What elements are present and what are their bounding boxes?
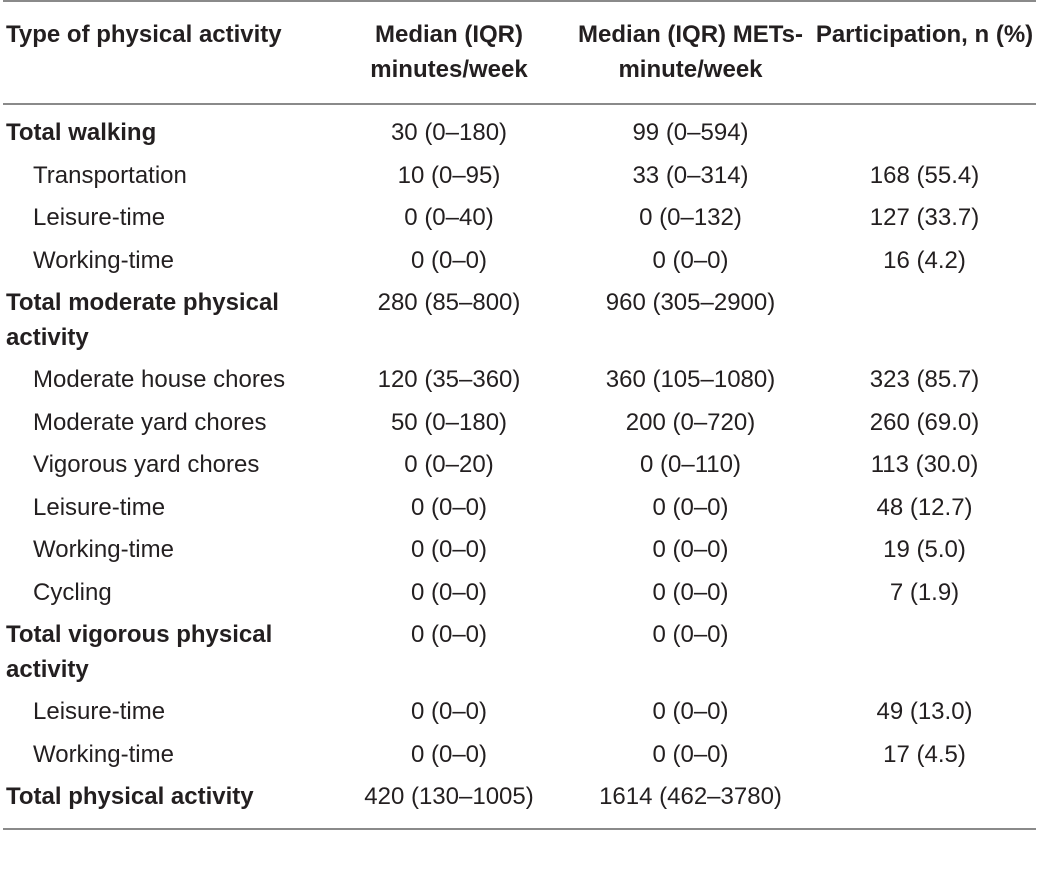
table-header: Type of physical activity Median (IQR) m…: [3, 1, 1036, 104]
row-label: Vigorous yard chores: [33, 451, 260, 478]
participation-cell: 19 (5.0): [883, 536, 966, 563]
row-label: Transportation: [33, 161, 187, 189]
mets-minute-per-week-cell: 0 (0–0): [652, 698, 729, 725]
mets-minute-per-week-cell: 0 (0–132): [639, 204, 742, 231]
table-row: Working-time 0 (0–0) 0 (0–0) 17 (4.5): [3, 734, 1036, 777]
table-row: Moderate yard chores 50 (0–180) 200 (0–720…: [3, 402, 1036, 445]
table-row: Vigorous yard chores 0 (0–20) 0 (0–110) 113…: [3, 444, 1036, 487]
participation-cell: 16 (4.2): [883, 246, 966, 274]
table-row: Working-time 0 (0–0) 0 (0–0) 16 (4.2): [3, 240, 1036, 283]
minutes-per-week-cell: 30 (0–180): [390, 119, 508, 146]
minutes-per-week-cell: 420 (130–1005): [364, 783, 534, 810]
mets-minute-per-week-cell: 33 (0–314): [632, 161, 749, 189]
mets-minute-per-week-cell: 0 (0–0): [652, 740, 729, 768]
header-type-of-activity: Type of physical activity: [6, 21, 282, 48]
row-label: Leisure-time: [33, 698, 166, 725]
table-row: Moderate house chores 120 (35–360) 360 (10…: [3, 359, 1036, 402]
header-minutes-per-week: Median (IQR) minutes/week: [370, 21, 528, 83]
table-row: Working-time 0 (0–0) 0 (0–0) 19 (5.0): [3, 529, 1036, 572]
row-label: Working-time: [33, 536, 174, 563]
participation-cell: 260 (69.0): [869, 408, 980, 436]
header-row: Type of physical activity Median (IQR) m…: [3, 1, 1036, 104]
row-label: Working-time: [33, 246, 174, 274]
row-label: Moderate house chores: [33, 366, 286, 393]
table-row: Leisure-time 0 (0–0) 0 (0–0) 48 (12.7): [3, 487, 1036, 530]
participation-cell: 7 (1.9): [889, 578, 960, 606]
table-row: Leisure-time 0 (0–40) 0 (0–132) 127 (33.7): [3, 197, 1036, 240]
mets-minute-per-week-cell: 0 (0–110): [640, 451, 741, 478]
table-group-row: Total walking 30 (0–180) 99 (0–594): [3, 104, 1036, 155]
minutes-per-week-cell: 10 (0–95): [397, 161, 501, 189]
row-label: Leisure-time: [33, 204, 166, 231]
row-label: Leisure-time: [33, 493, 166, 521]
participation-cell: [813, 282, 1036, 359]
minutes-per-week-cell: 50 (0–180): [390, 408, 508, 436]
participation-cell: 127 (33.7): [869, 204, 980, 231]
participation-cell: [813, 104, 1036, 155]
table-group-row: Total physical activity 420 (130–1005) 161…: [3, 776, 1036, 829]
minutes-per-week-cell: 0 (0–20): [404, 451, 494, 478]
row-label: Total walking: [6, 119, 157, 146]
minutes-per-week-cell: 120 (35–360): [377, 366, 521, 393]
participation-cell: 17 (4.5): [883, 740, 966, 768]
header-mets-minute-per-week: Median (IQR) METs-minute/week: [578, 21, 803, 83]
mets-minute-per-week-cell: 0 (0–0): [652, 493, 729, 521]
header-participation: Participation, n (%): [815, 21, 1034, 48]
minutes-per-week-cell: 0 (0–0): [410, 698, 488, 725]
row-label: Total physical activity: [6, 783, 254, 810]
minutes-per-week-cell: 0 (0–0): [410, 536, 488, 563]
participation-cell: 49 (13.0): [876, 698, 973, 725]
minutes-per-week-cell: 0 (0–40): [404, 204, 494, 231]
table-group-row: Total moderate physical activity 280 (85–…: [3, 282, 1036, 359]
participation-cell: [813, 614, 1036, 691]
row-label: Moderate yard chores: [33, 408, 267, 436]
table-row: Leisure-time 0 (0–0) 0 (0–0) 49 (13.0): [3, 691, 1036, 734]
mets-minute-per-week-cell: 360 (105–1080): [605, 366, 776, 393]
minutes-per-week-cell: 0 (0–0): [410, 493, 488, 521]
physical-activity-table-container: Type of physical activity Median (IQR) m…: [3, 0, 1036, 830]
participation-cell: 113 (30.0): [870, 451, 979, 478]
mets-minute-per-week-cell: 0 (0–0): [652, 536, 729, 563]
participation-cell: 168 (55.4): [869, 161, 980, 189]
participation-cell: [813, 776, 1036, 829]
row-label: Working-time: [33, 740, 174, 768]
minutes-per-week-cell: 280 (85–800): [377, 289, 521, 316]
mets-minute-per-week-cell: 0 (0–0): [652, 578, 729, 606]
minutes-per-week-cell: 0 (0–0): [410, 621, 488, 648]
minutes-per-week-cell: 0 (0–0): [410, 578, 488, 606]
minutes-per-week-cell: 0 (0–0): [410, 246, 488, 274]
physical-activity-table: Type of physical activity Median (IQR) m…: [3, 0, 1036, 830]
row-label: Cycling: [33, 578, 112, 606]
mets-minute-per-week-cell: 960 (305–2900): [605, 289, 776, 316]
mets-minute-per-week-cell: 0 (0–0): [652, 621, 729, 648]
table-group-row: Total vigorous physical activity 0 (0–0) 0…: [3, 614, 1036, 691]
mets-minute-per-week-cell: 1614 (462–3780): [599, 783, 782, 810]
table-body: Total walking 30 (0–180) 99 (0–594) Transpo…: [3, 104, 1036, 829]
participation-cell: 48 (12.7): [876, 493, 973, 521]
row-label: Total vigorous physical activity: [6, 621, 273, 683]
table-row: Transportation 10 (0–95) 33 (0–314) 168 (55…: [3, 155, 1036, 198]
minutes-per-week-cell: 0 (0–0): [410, 740, 488, 768]
mets-minute-per-week-cell: 99 (0–594): [632, 119, 749, 146]
mets-minute-per-week-cell: 200 (0–720): [625, 408, 756, 436]
participation-cell: 323 (85.7): [869, 366, 980, 393]
table-row: Cycling 0 (0–0) 0 (0–0) 7 (1.9): [3, 572, 1036, 615]
row-label: Total moderate physical activity: [6, 289, 279, 351]
mets-minute-per-week-cell: 0 (0–0): [652, 246, 729, 274]
